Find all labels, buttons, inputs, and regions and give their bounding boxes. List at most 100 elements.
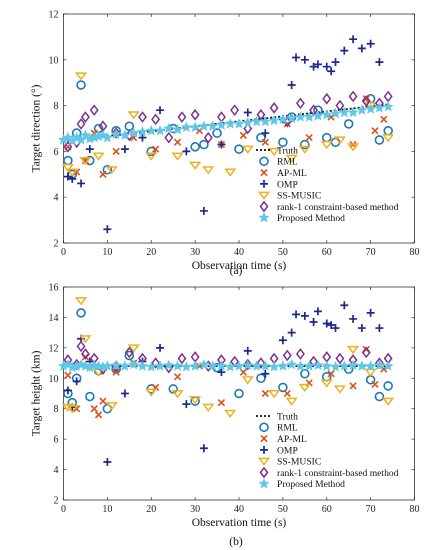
panel-a-point bbox=[89, 104, 99, 117]
panel-b-point bbox=[338, 360, 350, 371]
panel-b-point bbox=[282, 349, 292, 362]
panel-b-point bbox=[80, 348, 90, 360]
panel-b-point bbox=[124, 350, 135, 361]
panel-b-point bbox=[349, 314, 358, 323]
panel-a-point bbox=[103, 225, 112, 234]
panel-b-point bbox=[294, 360, 306, 371]
panel-b-point bbox=[61, 403, 74, 412]
panel-a-point bbox=[77, 179, 86, 188]
panel-a-point bbox=[202, 166, 215, 175]
panel-a-point bbox=[361, 95, 371, 107]
panel-a-point bbox=[243, 122, 253, 135]
panel-a-point bbox=[190, 108, 200, 121]
panel-b-series-omp bbox=[63, 301, 384, 466]
panel-a-truth-line bbox=[63, 103, 389, 142]
panel-a-point bbox=[340, 46, 349, 55]
panel-a-point bbox=[298, 145, 311, 154]
panel-b-point bbox=[154, 360, 166, 371]
panel-a-point bbox=[305, 134, 313, 142]
panel-a-point bbox=[356, 104, 368, 115]
panel-b-point bbox=[101, 360, 113, 371]
panel-a-legend-label: OMP bbox=[277, 179, 298, 190]
panel-a-point bbox=[327, 67, 336, 76]
panel-a-legend-label: rank-1 constraint-based method bbox=[277, 202, 399, 213]
panel-b-point bbox=[322, 351, 332, 363]
panel-b-legend-swatch bbox=[258, 478, 270, 489]
panel-a-point bbox=[286, 112, 298, 123]
panel-a-point bbox=[199, 206, 208, 215]
panel-a-point bbox=[99, 170, 107, 178]
panel-a-point bbox=[180, 121, 192, 133]
panel-a-point bbox=[374, 135, 385, 145]
panel-a-point bbox=[207, 120, 219, 131]
panel-b-xtick-label: 40 bbox=[234, 504, 244, 515]
panel-b-point bbox=[285, 397, 298, 406]
panel-b-point bbox=[321, 360, 333, 371]
panel-a-series-ss-music bbox=[61, 72, 395, 177]
panel-a-point bbox=[321, 132, 332, 143]
panel-a-point bbox=[61, 163, 74, 173]
panel-b-point bbox=[243, 358, 253, 371]
panel-b-point bbox=[382, 360, 394, 371]
panel-b-point bbox=[173, 373, 182, 381]
panel-a-point bbox=[152, 145, 160, 153]
panel-a-point bbox=[346, 143, 360, 152]
panel-b-point bbox=[182, 400, 191, 409]
panel-a-point bbox=[295, 97, 305, 110]
panel-b-point bbox=[383, 381, 393, 391]
panel-b-point bbox=[171, 389, 184, 399]
panel-b-xtick-label: 20 bbox=[146, 504, 156, 515]
panel-b-xtick-label: 80 bbox=[410, 504, 420, 515]
panel-b-point bbox=[177, 352, 187, 365]
panel-b-point bbox=[199, 444, 208, 453]
panel-b-point bbox=[300, 368, 310, 379]
panel-a-xtick-label: 30 bbox=[190, 247, 200, 258]
panel-a-xtick-label: 70 bbox=[366, 247, 376, 258]
panel-b-point bbox=[189, 360, 201, 371]
panel-a-y-axis-label: Target direction (°) bbox=[31, 84, 43, 172]
panel-b-legend-label: Proposed Method bbox=[277, 479, 345, 490]
panel-b-point bbox=[168, 384, 178, 394]
panel-b-point bbox=[202, 403, 215, 412]
panel-a-point bbox=[63, 140, 73, 153]
panel-a-point bbox=[145, 152, 158, 161]
panel-a-point bbox=[256, 108, 266, 121]
panel-a-point bbox=[366, 39, 375, 48]
panel-b-ytick-label: 14 bbox=[49, 313, 59, 324]
panel-a-point bbox=[199, 139, 209, 150]
panel-b-point bbox=[320, 379, 333, 388]
panel-b-ytick-label: 2 bbox=[54, 496, 59, 507]
panel-b-point bbox=[242, 359, 254, 371]
panel-a-point bbox=[349, 35, 358, 44]
panel-b-point bbox=[145, 388, 158, 397]
panel-a-point bbox=[138, 133, 147, 142]
panel-b-point bbox=[295, 348, 305, 360]
panel-b-point bbox=[198, 358, 210, 370]
panel-a-point bbox=[242, 117, 254, 128]
panel-a-ytick-label: 12 bbox=[49, 10, 59, 21]
panel-a-point bbox=[278, 137, 288, 148]
panel-b-point bbox=[261, 369, 270, 378]
panel-a-point bbox=[156, 106, 164, 115]
panel-b-point bbox=[127, 344, 140, 353]
panel-a-point bbox=[85, 145, 94, 154]
panel-a-series-proposed-method bbox=[58, 100, 394, 146]
panel-b-point bbox=[366, 308, 375, 317]
panel-a-point bbox=[348, 90, 358, 103]
panel-a-point bbox=[233, 118, 245, 129]
panel-a-series-rml bbox=[63, 80, 393, 180]
panel-b-point bbox=[103, 457, 112, 466]
panel-b-ytick-label: 10 bbox=[49, 374, 59, 385]
panel-a-point bbox=[312, 110, 324, 121]
panel-a-legend-swatch bbox=[258, 212, 270, 223]
panel-a-point bbox=[268, 147, 281, 157]
panel-b-point bbox=[99, 397, 107, 405]
panel-a-point bbox=[217, 140, 226, 149]
panel-a-point bbox=[261, 129, 270, 138]
panel-b-point bbox=[74, 297, 88, 306]
panel-a-point bbox=[63, 172, 72, 181]
caption-a: (a) bbox=[230, 265, 243, 277]
panel-b-point bbox=[112, 368, 120, 376]
panel-a-xtick-label: 60 bbox=[322, 247, 332, 258]
